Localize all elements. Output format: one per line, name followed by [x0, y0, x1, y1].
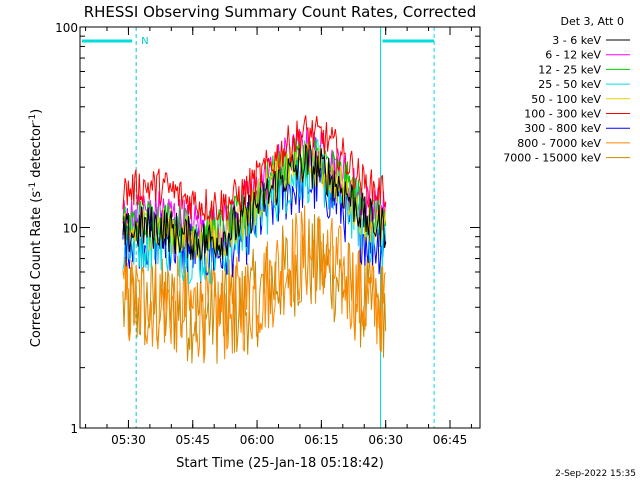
y-axis-label-main: Corrected Count Rate (s [29, 191, 44, 348]
night-marker-label: N [141, 36, 148, 47]
legend-label: 7000 - 15000 keV [503, 152, 601, 165]
y-tick-label: 10 [63, 222, 78, 236]
legend-label: 6 - 12 keV [545, 49, 601, 62]
series-line [122, 136, 387, 285]
legend-label: 12 - 25 keV [538, 63, 601, 76]
x-tick-label: 05:45 [175, 433, 210, 447]
x-tick-label: 06:15 [304, 433, 339, 447]
x-axis-label: Start Time (25-Jan-18 05:18:42) [176, 456, 384, 471]
plot-area [82, 27, 435, 428]
x-tick-label: 06:00 [240, 433, 275, 447]
legend-label: 3 - 6 keV [552, 34, 601, 47]
y-axis-label-sup2: -1 [28, 114, 38, 123]
y-axis: 1 10 100 [55, 21, 480, 436]
y-axis-label-sup1: -1 [28, 182, 38, 191]
legend-label: 800 - 7000 keV [517, 137, 601, 150]
legend-label: 100 - 300 keV [524, 108, 601, 121]
x-tick-label: 05:30 [111, 433, 146, 447]
y-axis-label-end: ) [29, 109, 44, 114]
series-line [122, 115, 387, 222]
y-axis-label: Corrected Count Rate (s-1 detector-1) [28, 109, 44, 347]
series-line [122, 205, 387, 363]
series-line [122, 143, 387, 261]
x-tick-label: 06:30 [368, 433, 403, 447]
legend-label: 300 - 800 keV [524, 122, 601, 135]
legend-label: 25 - 50 keV [538, 78, 601, 91]
legend-label: 50 - 100 keV [531, 93, 601, 106]
series-line [122, 214, 387, 364]
timestamp: 2-Sep-2022 15:35 [555, 469, 636, 479]
x-tick-label: 06:45 [433, 433, 468, 447]
y-axis-label-mid: detector [29, 122, 44, 182]
chart-title: RHESSI Observing Summary Count Rates, Co… [84, 3, 477, 21]
x-axis: 05:30 05:45 06:00 06:15 06:30 06:45 [85, 27, 472, 447]
chart-title-group: RHESSI Observing Summary Count Rates, Co… [84, 3, 477, 21]
y-tick-label: 100 [55, 21, 78, 35]
legend-header: Det 3, Att 0 [561, 15, 625, 28]
y-tick-label: 1 [70, 422, 78, 436]
